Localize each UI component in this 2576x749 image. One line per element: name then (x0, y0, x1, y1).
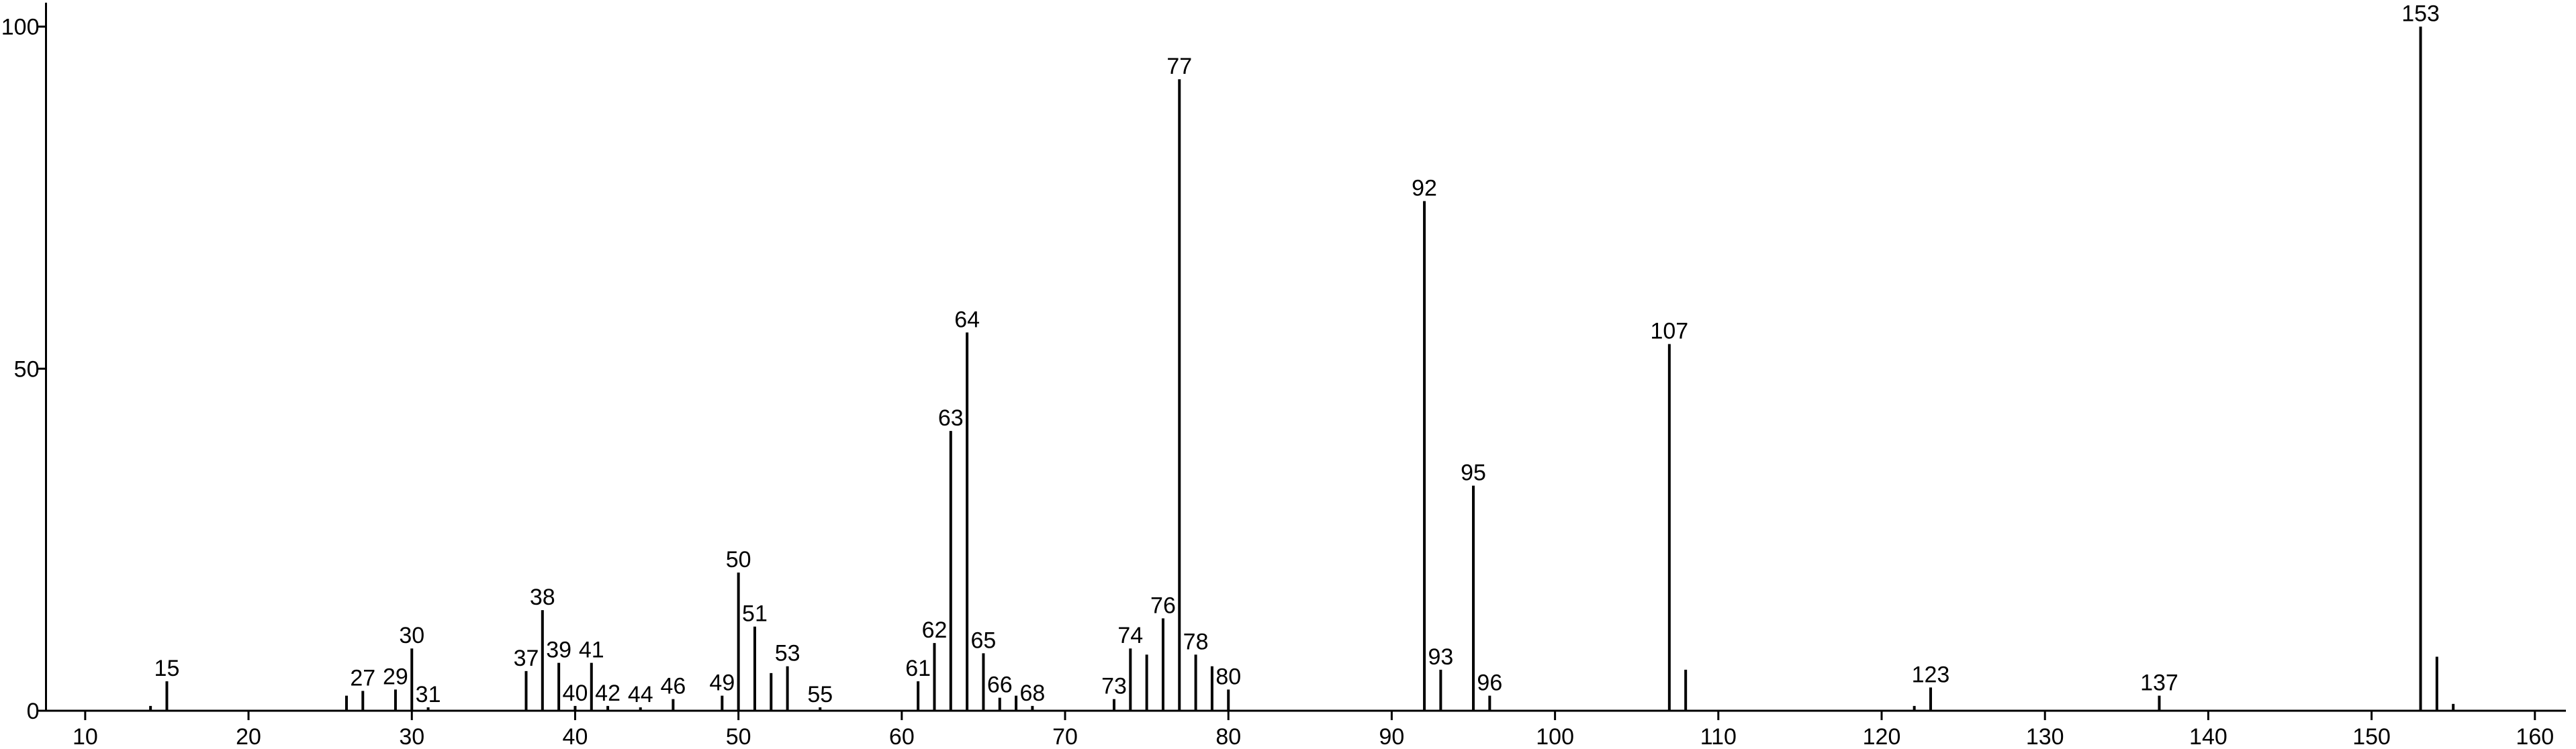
peak-label: 123 (1912, 662, 1950, 687)
peak-label: 29 (383, 664, 408, 689)
peak-label: 46 (660, 674, 686, 699)
x-tick-label: 140 (2189, 724, 2227, 749)
x-tick-label: 30 (399, 724, 424, 749)
x-tick-label: 60 (889, 724, 915, 749)
peak-label: 68 (1019, 681, 1045, 706)
peak-label: 50 (726, 547, 751, 572)
x-tick-label: 100 (1536, 724, 1574, 749)
x-tick-label: 20 (236, 724, 261, 749)
peak-label: 93 (1428, 644, 1453, 670)
x-tick-label: 50 (726, 724, 751, 749)
peak-label: 41 (579, 638, 604, 663)
peak-label: 96 (1477, 670, 1502, 696)
x-tick-label: 120 (1863, 724, 1901, 749)
peak-label: 44 (628, 682, 653, 707)
peak-label: 153 (2401, 1, 2440, 27)
peak-label: 107 (1650, 319, 1688, 344)
peak-label: 49 (709, 670, 735, 696)
peak-label: 62 (922, 617, 948, 643)
y-tick-label: 50 (14, 356, 40, 382)
peak-label: 30 (399, 623, 424, 648)
peak-label: 63 (938, 405, 964, 431)
peak-label: 74 (1117, 623, 1143, 648)
peak-label: 73 (1101, 674, 1127, 699)
x-tick-label: 130 (2026, 724, 2064, 749)
x-tick-label: 90 (1379, 724, 1405, 749)
peak-label: 77 (1166, 54, 1192, 79)
peak-label: 78 (1183, 629, 1209, 654)
peak-label: 51 (742, 601, 768, 627)
peak-label: 80 (1215, 664, 1241, 689)
peak-label: 95 (1461, 460, 1486, 486)
x-tick-label: 80 (1215, 724, 1241, 749)
peak-label: 76 (1150, 593, 1176, 618)
peak-label: 39 (546, 638, 571, 663)
y-tick-label: 0 (27, 699, 40, 724)
peak-label: 42 (595, 681, 620, 706)
peak-label: 53 (775, 641, 800, 666)
peak-label: 61 (905, 656, 931, 681)
x-tick-label: 150 (2352, 724, 2391, 749)
peak-label: 64 (954, 307, 980, 332)
peak-label: 27 (350, 665, 375, 691)
peak-label: 55 (807, 682, 833, 707)
x-tick-label: 160 (2516, 724, 2554, 749)
peak-label: 37 (514, 646, 539, 671)
peak-label: 66 (987, 672, 1013, 698)
peak-label: 65 (971, 628, 997, 653)
y-tick-label: 100 (1, 15, 40, 40)
peak-label: 38 (530, 585, 555, 610)
peak-label: 15 (154, 656, 180, 681)
peak-label: 40 (563, 681, 588, 706)
peak-label: 92 (1412, 176, 1437, 201)
peak-label: 31 (416, 682, 441, 707)
x-tick-label: 70 (1052, 724, 1078, 749)
x-tick-label: 10 (73, 724, 98, 749)
peak-label: 137 (2140, 670, 2178, 696)
x-tick-label: 40 (563, 724, 588, 749)
x-tick-label: 110 (1700, 724, 1737, 749)
